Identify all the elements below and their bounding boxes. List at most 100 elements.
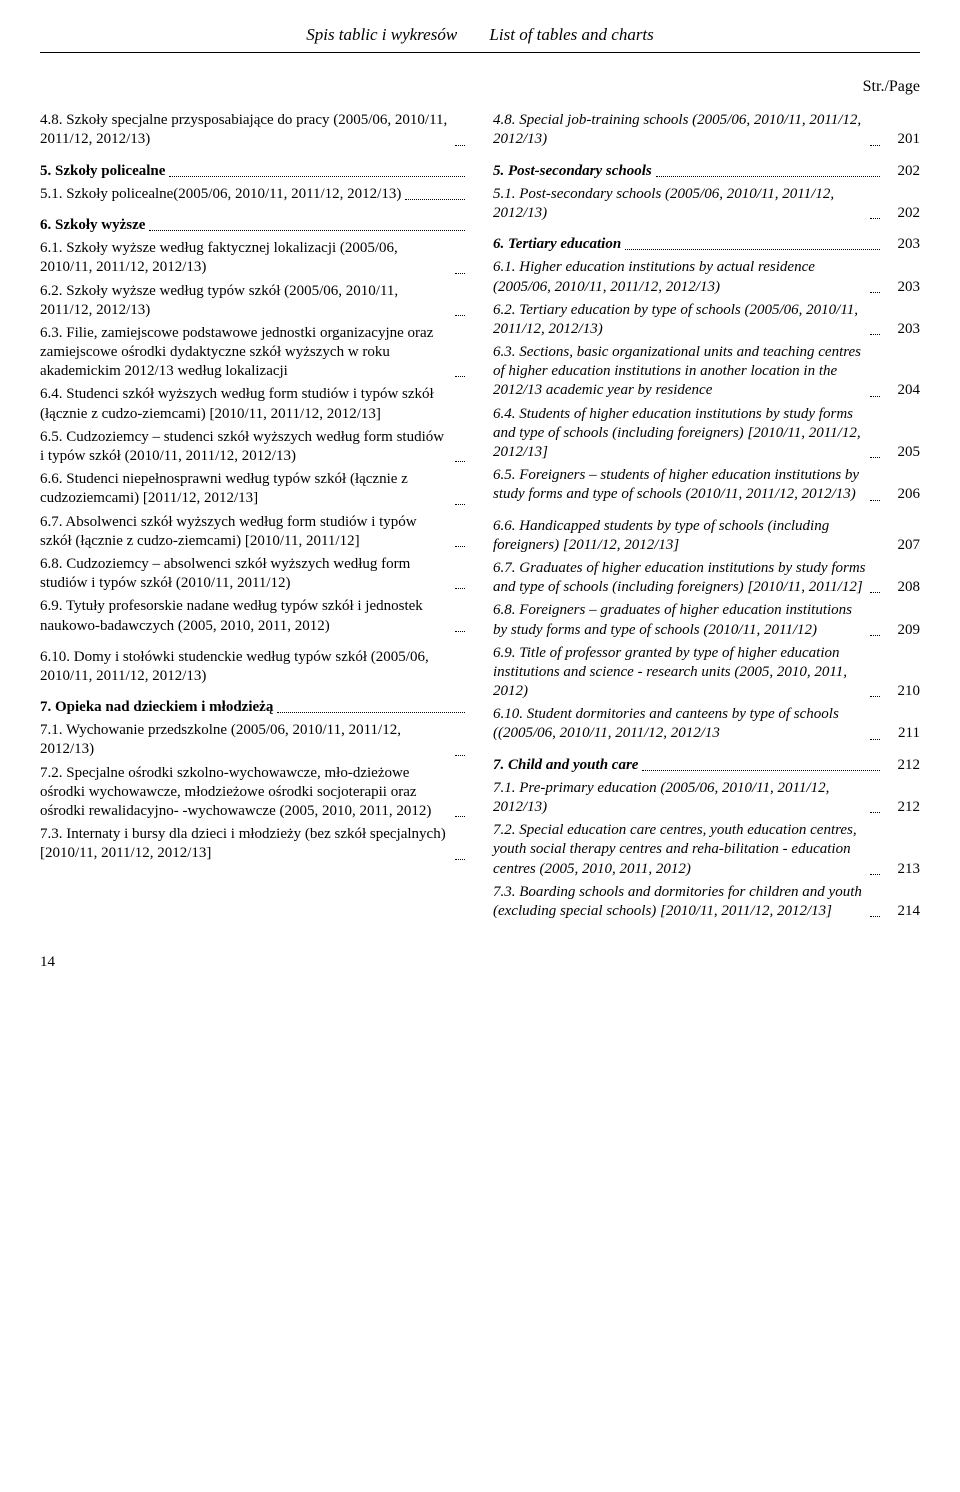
toc-entry: 6.6. Handicapped students by type of sch… [493,517,920,555]
toc-entry-label: 6.7. Graduates of higher education insti… [493,559,866,597]
leader-dots [455,534,465,547]
leader-dots [455,492,465,505]
toc-entry-label: 7.1. Wychowanie przedszkolne (2005/06, 2… [40,721,451,759]
toc-entry-label: 6.10. Domy i stołówki studenckie według … [40,648,467,686]
toc-entry: 6.1. Higher education institutions by ac… [493,258,920,296]
leader-dots [277,700,465,713]
toc-entry-label: 7.3. Boarding schools and dormitories fo… [493,883,866,921]
leader-dots [455,261,465,274]
toc-entry: 7.3. Boarding schools and dormitories fo… [493,883,920,921]
toc-entry: 6.8. Foreigners – graduates of higher ed… [493,601,920,639]
toc-entry: 7. Opieka nad dzieckiem i młodzieżą [40,698,467,717]
toc-entry: 5. Post-secondary schools202 [493,162,920,181]
leader-dots [455,576,465,589]
toc-entry: 5.1. Szkoły policealne(2005/06, 2010/11,… [40,185,467,204]
left-column: 4.8. Szkoły specjalne przysposabiające d… [40,111,467,867]
leader-dots [870,623,880,636]
toc-entry-label: 6.6. Studenci niepełnosprawni według typ… [40,470,451,508]
toc-entry: 6.10. Domy i stołówki studenckie według … [40,648,467,686]
leader-dots [455,619,465,632]
toc-entry-label: 6.7. Absolwenci szkół wyższych według fo… [40,513,451,551]
toc-entry-page: 203 [882,278,920,297]
toc-entry: 4.8. Special job-training schools (2005/… [493,111,920,149]
toc-entry: 6.8. Cudzoziemcy – absolwenci szkół wyżs… [40,555,467,593]
toc-entry-page: 204 [882,381,920,400]
toc-entry-page: 206 [882,485,920,504]
leader-dots [870,488,880,501]
toc-entry: 6. Szkoły wyższe [40,216,467,235]
header-left: Spis tablic i wykresów [306,25,457,44]
toc-entry: 7.2. Specjalne ośrodki szkolno-wychowawc… [40,764,467,822]
toc-entry-page: 207 [882,536,920,555]
toc-entry: 6.5. Foreigners – students of higher edu… [493,466,920,504]
toc-entry-page: 210 [882,682,920,701]
toc-entry: 6.7. Graduates of higher education insti… [493,559,920,597]
toc-entry: 6.7. Absolwenci szkół wyższych według fo… [40,513,467,551]
toc-entry-label: 6.3. Filie, zamiejscowe podstawowe jedno… [40,324,451,382]
toc-entry-page: 213 [882,860,920,879]
toc-entry-label: 6.9. Title of professor granted by type … [493,644,866,702]
leader-dots [870,133,880,146]
leader-dots [455,743,465,756]
leader-dots [870,322,880,335]
toc-entry-label: 6. Szkoły wyższe [40,216,145,235]
leader-dots [870,727,880,740]
toc-entry: 6.4. Students of higher education instit… [493,405,920,463]
leader-dots [870,800,880,813]
toc-entry-page: 205 [882,443,920,462]
toc-entry-label: 6.10. Student dormitories and canteens b… [493,705,866,743]
toc-entry-label: 5.1. Post-secondary schools (2005/06, 20… [493,185,866,223]
leader-dots [455,133,465,146]
toc-entry-label: 7.3. Internaty i bursy dla dzieci i młod… [40,825,451,863]
toc-entry-label: 6.5. Foreigners – students of higher edu… [493,466,866,504]
leader-dots [455,449,465,462]
toc-entry-label: 6.2. Tertiary education by type of schoo… [493,301,866,339]
toc-entry: 7. Child and youth care 212 [493,756,920,775]
leader-dots [625,237,880,250]
toc-entry: 6. Tertiary education203 [493,235,920,254]
toc-entry-page: 212 [882,756,920,775]
toc-entry: 7.1. Wychowanie przedszkolne (2005/06, 2… [40,721,467,759]
toc-entry: 6.5. Cudzoziemcy – studenci szkół wyższy… [40,428,467,466]
leader-dots [169,164,465,177]
leader-dots [149,218,465,231]
toc-entry: 6.10. Student dormitories and canteens b… [493,705,920,743]
toc-entry-label: 6.4. Students of higher education instit… [493,405,866,463]
toc-entry-page: 212 [882,798,920,817]
toc-entry: 5.1. Post-secondary schools (2005/06, 20… [493,185,920,223]
toc-entry-page: 214 [882,902,920,921]
toc-entry-label: 6.8. Cudzoziemcy – absolwenci szkół wyżs… [40,555,451,593]
toc-entry-label: 7.1. Pre-primary education (2005/06, 201… [493,779,866,817]
leader-dots [870,904,880,917]
toc-entry: 6.4. Studenci szkół wyższych według form… [40,385,467,423]
leader-dots [870,445,880,458]
toc-entry-page: 209 [882,621,920,640]
toc-entry: 6.9. Tytuły profesorskie nadane według t… [40,597,467,635]
toc-entry: 7.2. Special education care centres, you… [493,821,920,879]
leader-dots [870,206,880,219]
toc-entry: 7.1. Pre-primary education (2005/06, 201… [493,779,920,817]
toc-entry: 6.9. Title of professor granted by type … [493,644,920,702]
toc-entry-label: 4.8. Special job-training schools (2005/… [493,111,866,149]
toc-entry-label: 6.1. Szkoły wyższe według faktycznej lok… [40,239,451,277]
toc-entry-label: 6.3. Sections, basic organizational unit… [493,343,866,401]
leader-dots [455,303,465,316]
header-right: List of tables and charts [489,25,653,44]
page-indicator: Str./Page [40,77,920,97]
toc-entry-page: 208 [882,578,920,597]
leader-dots [455,804,465,817]
leader-dots [642,758,880,771]
leader-dots [405,187,465,200]
leader-dots [870,862,880,875]
toc-entry-label: 6.2. Szkoły wyższe według typów szkół (2… [40,282,451,320]
leader-dots [870,684,880,697]
toc-entry-label: 5. Szkoły policealne [40,162,165,181]
toc-entry: 6.1. Szkoły wyższe według faktycznej lok… [40,239,467,277]
page-header: Spis tablic i wykresów List of tables an… [40,24,920,53]
toc-entry-label: 6.1. Higher education institutions by ac… [493,258,866,296]
leader-dots [455,847,465,860]
toc-entry: 6.3. Filie, zamiejscowe podstawowe jedno… [40,324,467,382]
toc-entry-label: 7. Child and youth care [493,756,638,775]
toc-entry-label: 4.8. Szkoły specjalne przysposabiające d… [40,111,451,149]
toc-entry-label: 5. Post-secondary schools [493,162,652,181]
